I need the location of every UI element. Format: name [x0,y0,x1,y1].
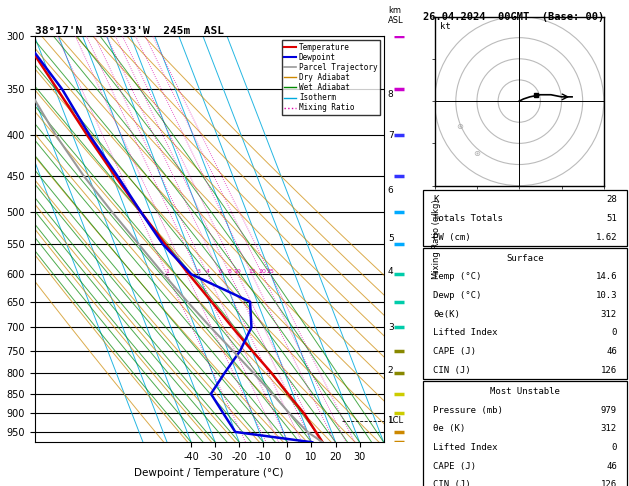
Text: CIN (J): CIN (J) [433,480,470,486]
Text: 126: 126 [601,480,617,486]
Text: 26.04.2024  00GMT  (Base: 00): 26.04.2024 00GMT (Base: 00) [423,12,604,22]
Bar [423,381,627,486]
Text: 3: 3 [388,323,394,331]
Bar [423,248,627,379]
Text: 6: 6 [388,186,394,195]
Text: kt: kt [440,21,450,31]
Text: Pressure (mb): Pressure (mb) [433,405,503,415]
Text: 10: 10 [234,269,242,274]
Text: 51: 51 [606,214,617,223]
Text: 2: 2 [388,366,394,375]
Text: CAPE (J): CAPE (J) [433,462,476,470]
Text: θe (K): θe (K) [433,424,465,433]
Text: 1.62: 1.62 [596,233,617,242]
Text: 312: 312 [601,310,617,319]
Text: Totals Totals: Totals Totals [433,214,503,223]
Text: θe(K): θe(K) [433,310,460,319]
Text: 28: 28 [606,195,617,204]
Bar [423,190,627,245]
Text: Dewp (°C): Dewp (°C) [433,291,481,300]
Legend: Temperature, Dewpoint, Parcel Trajectory, Dry Adiabat, Wet Adiabat, Isotherm, Mi: Temperature, Dewpoint, Parcel Trajectory… [282,40,380,115]
Text: CIN (J): CIN (J) [433,366,470,375]
Text: Temp (°C): Temp (°C) [433,272,481,281]
Text: 4: 4 [206,269,209,274]
Text: 8: 8 [388,90,394,99]
Text: 38°17'N  359°33'W  245m  ASL: 38°17'N 359°33'W 245m ASL [35,26,223,35]
Text: Most Unstable: Most Unstable [490,387,560,396]
Text: 6: 6 [218,269,223,274]
Text: K: K [433,195,438,204]
X-axis label: Dewpoint / Temperature (°C): Dewpoint / Temperature (°C) [135,468,284,478]
Text: Lifted Index: Lifted Index [433,443,498,452]
Text: 979: 979 [601,405,617,415]
Text: 5: 5 [388,234,394,243]
Text: 3: 3 [197,269,201,274]
Text: km
ASL: km ASL [388,6,403,25]
Text: Mixing Ratio (g/kg): Mixing Ratio (g/kg) [432,200,441,279]
Y-axis label: hPa: hPa [0,230,1,248]
Text: 0: 0 [611,329,617,337]
Text: Lifted Index: Lifted Index [433,329,498,337]
Text: 15: 15 [248,269,255,274]
Text: 14.6: 14.6 [596,272,617,281]
Text: 126: 126 [601,366,617,375]
Text: CAPE (J): CAPE (J) [433,347,476,356]
Text: PW (cm): PW (cm) [433,233,470,242]
Text: 46: 46 [606,347,617,356]
Text: 10.3: 10.3 [596,291,617,300]
Text: $\circledast$: $\circledast$ [473,149,481,158]
Text: 2: 2 [185,269,189,274]
Text: 0: 0 [611,443,617,452]
Text: Surface: Surface [506,254,543,263]
Text: 312: 312 [601,424,617,433]
Text: LCL: LCL [388,417,403,425]
Text: 1: 1 [165,269,169,274]
Text: 8: 8 [228,269,232,274]
Text: 4: 4 [388,267,394,276]
Text: 7: 7 [388,131,394,139]
Text: 20: 20 [259,269,266,274]
Text: 25: 25 [267,269,274,274]
Text: 46: 46 [606,462,617,470]
Text: $\circledast$: $\circledast$ [456,122,464,131]
Text: 1: 1 [388,417,394,425]
